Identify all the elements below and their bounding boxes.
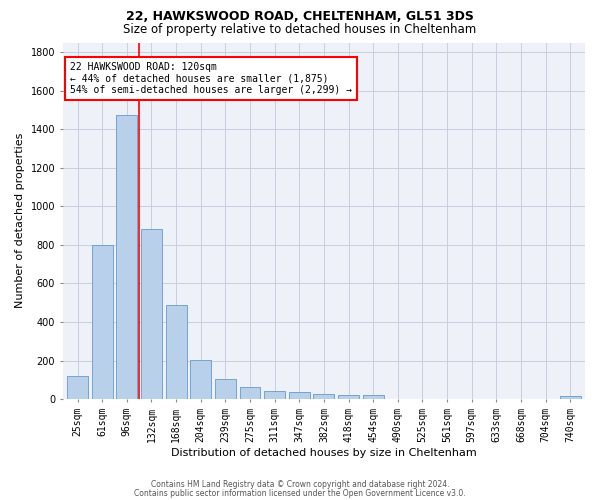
Bar	[560, 396, 581, 399]
Bar	[141, 230, 162, 399]
Text: 22 HAWKSWOOD ROAD: 120sqm
← 44% of detached houses are smaller (1,875)
54% of se: 22 HAWKSWOOD ROAD: 120sqm ← 44% of detac…	[70, 62, 352, 95]
Bar	[92, 245, 113, 399]
Bar	[166, 304, 187, 399]
Text: Contains HM Land Registry data © Crown copyright and database right 2024.: Contains HM Land Registry data © Crown c…	[151, 480, 449, 489]
Text: Size of property relative to detached houses in Cheltenham: Size of property relative to detached ho…	[124, 22, 476, 36]
Bar	[190, 360, 211, 399]
Bar	[116, 115, 137, 399]
Bar	[215, 379, 236, 399]
Y-axis label: Number of detached properties: Number of detached properties	[15, 133, 25, 308]
Text: Contains public sector information licensed under the Open Government Licence v3: Contains public sector information licen…	[134, 488, 466, 498]
Bar	[363, 395, 383, 399]
Bar	[264, 392, 285, 399]
Text: 22, HAWKSWOOD ROAD, CHELTENHAM, GL51 3DS: 22, HAWKSWOOD ROAD, CHELTENHAM, GL51 3DS	[126, 10, 474, 23]
Bar	[338, 395, 359, 399]
X-axis label: Distribution of detached houses by size in Cheltenham: Distribution of detached houses by size …	[171, 448, 477, 458]
Bar	[67, 376, 88, 399]
Bar	[289, 392, 310, 399]
Bar	[313, 394, 334, 399]
Bar	[239, 386, 260, 399]
